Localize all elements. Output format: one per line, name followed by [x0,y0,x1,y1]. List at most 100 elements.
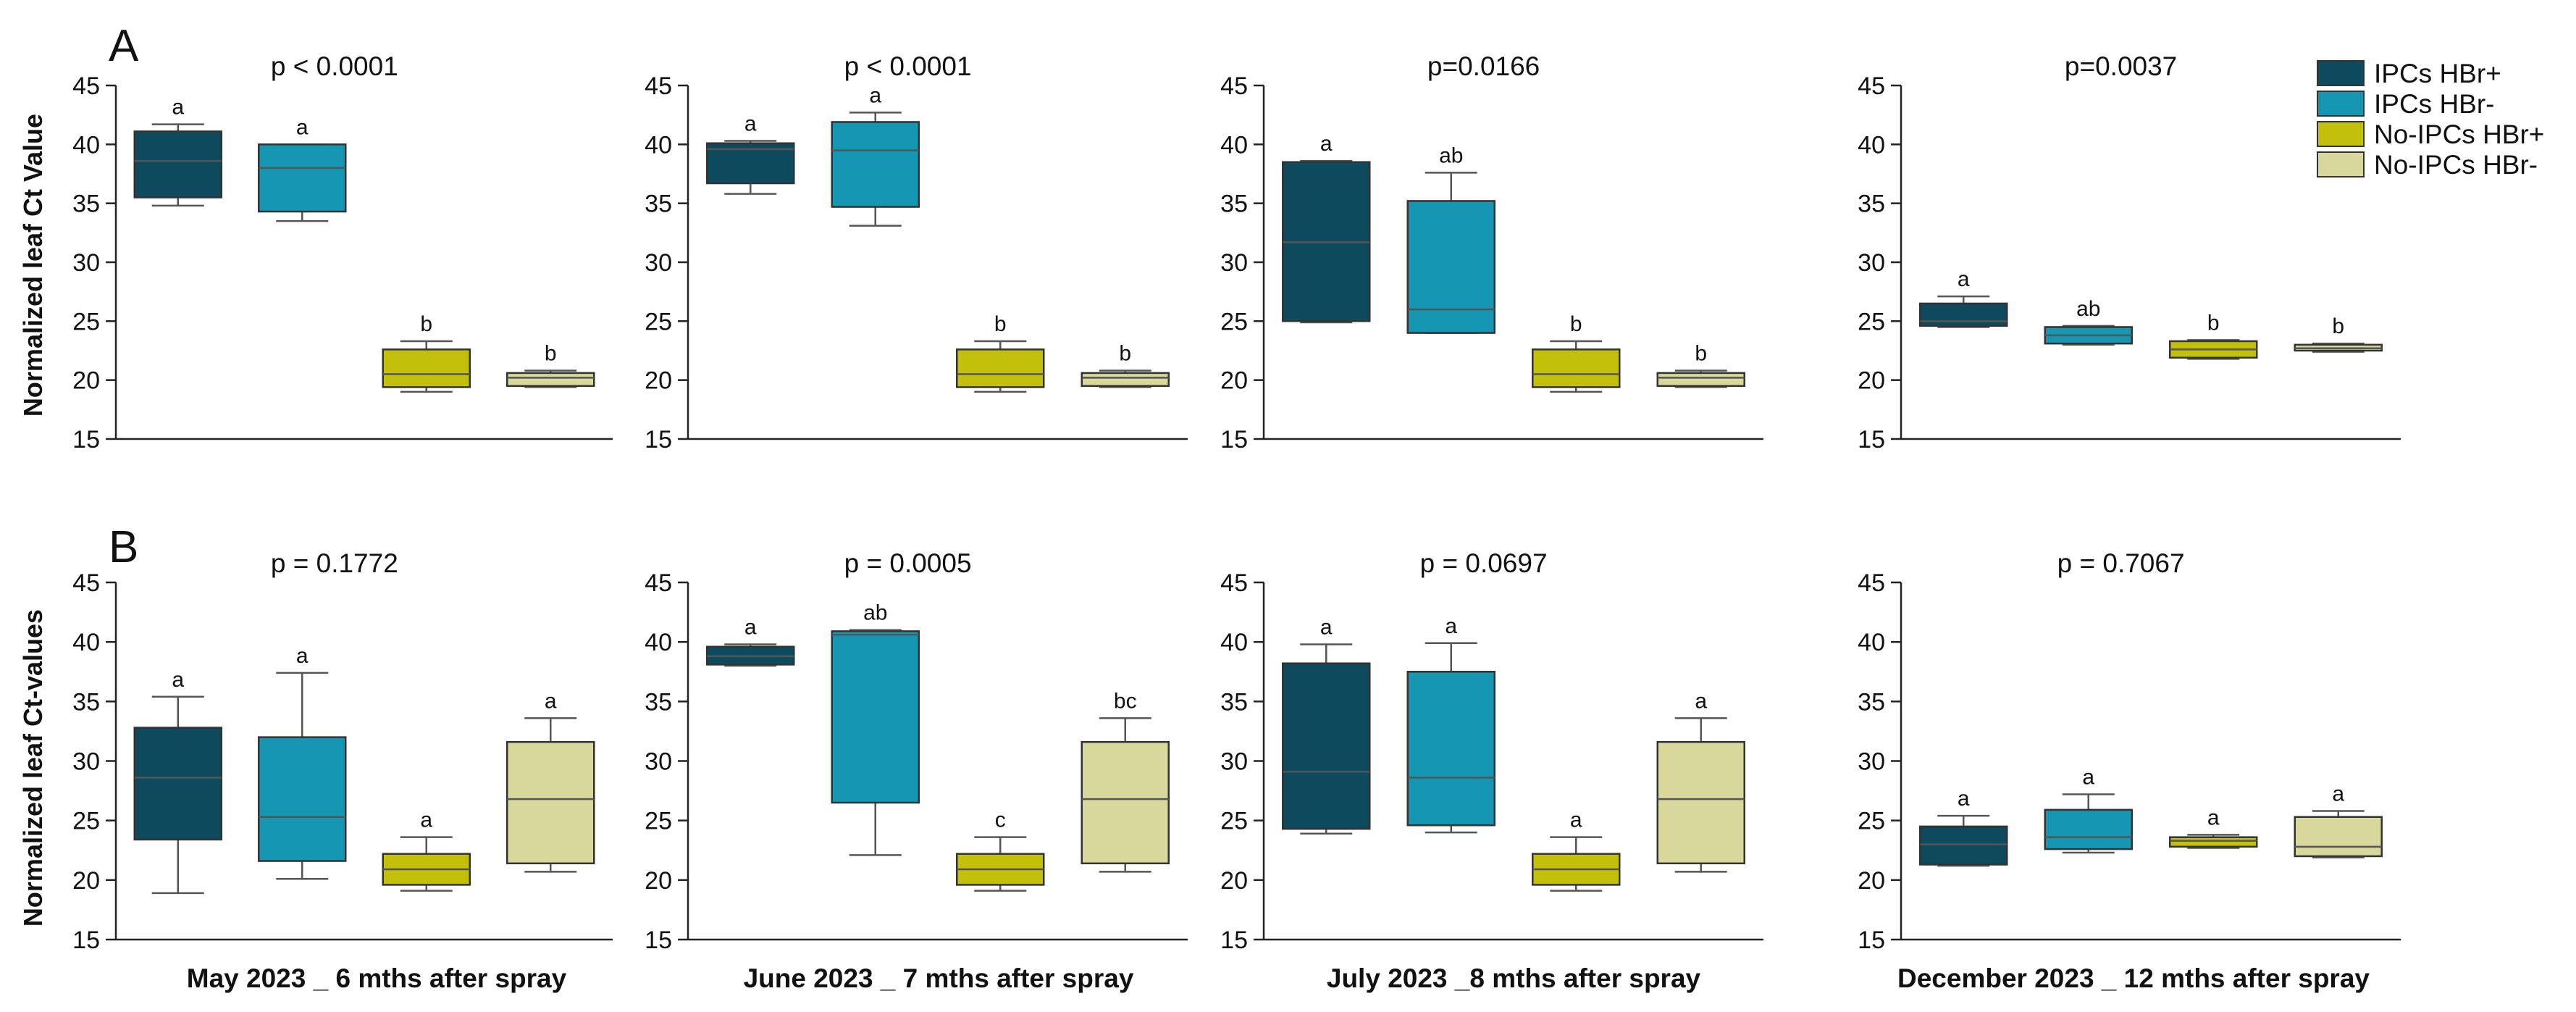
box-iqr [1406,200,1495,334]
box-ipcs-hbr: a [1406,614,1495,834]
box-no-ipcs-hbr: a [2294,782,2383,858]
box-no-ipcs-hbr-plus: b [956,312,1045,393]
y-tick-label: 35 [1220,688,1248,716]
significance-letter: b [2207,311,2220,335]
y-tick-label: 25 [645,808,672,835]
y-tick-label: 45 [72,569,100,597]
panel-letter-b: B [109,522,138,572]
significance-letter: a [296,115,309,139]
box-iqr [831,121,920,208]
significance-letter: a [1445,614,1457,638]
p-value-label: p < 0.0001 [844,51,972,81]
box-ipcs-hbr-plus: a [1919,787,2008,867]
y-tick-label: 35 [72,191,100,218]
p-value-label: p = 0.7067 [2057,548,2185,578]
box-no-ipcs-hbr: a [1656,689,1745,873]
x-label-december: December 2023 _ 12 mths after spray [1897,963,2370,993]
significance-letter: c [995,808,1006,832]
box-iqr [1919,302,2008,327]
significance-letter: a [172,668,184,692]
y-tick-label: 15 [72,927,100,954]
significance-letter: b [2332,314,2344,338]
x-label-may: May 2023 _ 6 mths after spray [187,963,567,993]
box-ipcs-hbr-plus: a [706,112,795,195]
significance-letter: a [1958,267,1970,291]
y-tick-label: 25 [72,808,100,835]
y-tick-label: 25 [1220,808,1248,835]
y-tick-label: 20 [72,867,100,895]
significance-letter: a [2332,782,2344,806]
y-tick-label: 30 [645,249,672,277]
significance-letter: a [2207,806,2220,829]
panel-letter-a: A [109,21,139,71]
significance-letter: ab [1439,143,1463,167]
box-ipcs-hbr: a [258,644,347,880]
box-ipcs-hbr-plus: a [706,615,795,667]
y-tick-label: 45 [645,569,672,597]
box-no-ipcs-hbr: b [506,342,595,388]
y-tick-label: 45 [1220,569,1248,597]
y-tick-label: 35 [645,191,672,218]
x-label-june: June 2023 _ 7 mths after spray [744,963,1134,993]
y-tick-label: 30 [1220,249,1248,277]
box-ipcs-hbr-plus: a [133,96,222,207]
box-no-ipcs-hbr: b [1656,342,1745,388]
y-tick-label: 15 [1858,426,1885,453]
p-value-label: p=0.0037 [2065,51,2177,81]
significance-letter: a [744,112,757,135]
significance-letter: a [2082,766,2094,790]
significance-letter: b [1119,342,1131,366]
y-tick-label: 45 [1220,72,1248,100]
y-tick-label: 35 [1858,688,1885,716]
box-no-ipcs-hbr-plus: c [956,808,1045,892]
box-no-ipcs-hbr: a [506,689,595,873]
box-no-ipcs-hbr-plus: b [382,312,471,393]
y-tick-label: 30 [72,748,100,776]
significance-letter: b [1570,312,1582,336]
y-tick-label: 25 [72,308,100,335]
box-iqr [1532,348,1621,388]
box-no-ipcs-hbr: bc [1081,689,1170,873]
panel-r0-c0: 15 20 25 30 35 40 45 p < 0.0001 a a b b [72,51,613,453]
significance-letter: b [420,312,432,336]
box-iqr [2044,808,2133,850]
significance-letter: bc [1114,689,1137,713]
box-ipcs-hbr-plus: a [1282,132,1371,324]
box-iqr [133,727,222,841]
legend-label-ipcs-hbr-plus: IPCs HBr+ [2374,59,2501,88]
x-label-july: July 2023 _8 mths after spray [1327,963,1701,993]
box-iqr [2294,816,2383,858]
box-no-ipcs-hbr-plus: b [1532,312,1621,393]
box-ipcs-hbr-plus: a [133,668,222,895]
panel-r0-c2: 15 20 25 30 35 40 45 p=0.0166 a ab b b [1220,51,1763,453]
box-iqr [956,348,1045,388]
y-tick-label: 20 [72,367,100,395]
y-tick-label: 20 [645,867,672,895]
box-iqr [1656,372,1745,388]
y-tick-label: 40 [645,629,672,656]
box-iqr [258,143,347,213]
box-ipcs-hbr-plus: a [1282,615,1371,835]
y-tick-label: 45 [72,72,100,100]
panel-r1-c2: 15 20 25 30 35 40 45 p = 0.0697 a a a a [1220,548,1763,954]
box-iqr [831,630,920,804]
panel-r1-c3: 15 20 25 30 35 40 45 p = 0.7067 a a a a [1858,548,2401,954]
significance-letter: a [545,689,557,713]
y-tick-label: 30 [1858,748,1885,776]
legend-swatch-ipcs-hbr-minus [2317,91,2365,117]
legend-swatch-ipcs-hbr-plus [2317,60,2365,86]
significance-letter: b [994,312,1007,336]
box-ipcs-hbr-plus: a [1919,267,2008,328]
significance-letter: b [545,342,557,366]
box-no-ipcs-hbr: b [2294,314,2383,353]
box-iqr [1282,662,1371,830]
box-iqr [133,130,222,198]
box-iqr [258,736,347,862]
significance-letter: a [172,96,184,120]
y-tick-label: 20 [1858,867,1885,895]
legend: IPCs HBr+ IPCs HBr- No-IPCs HBr+ No-IPCs… [2317,59,2544,180]
y-tick-label: 20 [1220,367,1248,395]
